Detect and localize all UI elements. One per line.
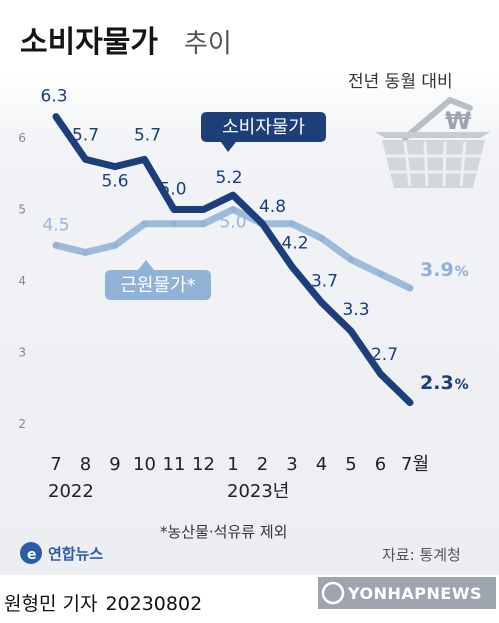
x-tick-label: 6 bbox=[375, 454, 386, 475]
consumer-prices-point bbox=[82, 156, 89, 163]
core-inflation-point bbox=[230, 206, 236, 213]
x-tick-label: 10 bbox=[133, 454, 156, 475]
consumer-prices-point bbox=[407, 399, 413, 406]
consumer-prices-data-label: 2.7 bbox=[371, 345, 398, 365]
end-label-core-inflation-value: 3.9 bbox=[420, 259, 454, 281]
x-tick-label: 4 bbox=[316, 454, 327, 475]
y-tick-label: 6 bbox=[18, 131, 26, 145]
end-label-consumer-prices-value: 2.3 bbox=[420, 372, 454, 394]
core-inflation-point bbox=[82, 249, 89, 256]
end-label-core-inflation-unit: % bbox=[455, 264, 469, 280]
consumer-prices-data-label: 5.2 bbox=[215, 168, 242, 188]
core-inflation-data-label: 5.0 bbox=[219, 213, 246, 233]
svg-text:₩: ₩ bbox=[445, 107, 472, 135]
consumer-prices-point bbox=[230, 192, 236, 199]
consumer-prices-point bbox=[112, 163, 118, 170]
core-inflation-data-label: 4.5 bbox=[42, 215, 69, 235]
core-inflation-point bbox=[171, 220, 177, 227]
x-tick-label: 8 bbox=[80, 454, 91, 475]
consumer-prices-point bbox=[377, 370, 384, 377]
yonhapnews-watermark-text: YONHAPNEWS bbox=[347, 584, 482, 603]
consumer-prices-data-label: 5.7 bbox=[134, 125, 161, 145]
x-tick-label: 11 bbox=[163, 454, 186, 475]
yonhap-logo-text: 연합뉴스 bbox=[48, 545, 103, 563]
core-inflation-point bbox=[289, 220, 295, 227]
footnote: *농산물·석유류 제외 bbox=[160, 523, 287, 541]
year-label: 2022 bbox=[48, 481, 94, 502]
core-inflation-point bbox=[407, 285, 413, 292]
consumer-prices-data-label: 5.6 bbox=[101, 172, 128, 192]
x-tick-label: 7월 bbox=[401, 454, 429, 475]
y-tick-label: 5 bbox=[18, 203, 26, 217]
consumer-prices-data-label: 3.3 bbox=[342, 300, 369, 320]
consumer-prices-data-label: 5.0 bbox=[159, 180, 186, 200]
year-labels: 2022 2023년 bbox=[48, 481, 289, 502]
yonhapnews-watermark: YONHAPNEWS bbox=[318, 577, 496, 609]
yonhap-logo: e 연합뉴스 bbox=[20, 542, 103, 564]
core-inflation-point bbox=[112, 242, 118, 249]
y-tick-label: 3 bbox=[18, 346, 26, 360]
consumer-prices-data-label: 6.3 bbox=[40, 87, 67, 107]
year-label: 2023년 bbox=[227, 481, 289, 502]
consumer-prices-point bbox=[53, 113, 59, 120]
legend-consumer-prices-label: 소비자물가 bbox=[222, 117, 305, 138]
core-inflation-point bbox=[141, 220, 148, 227]
source: 자료: 통계청 bbox=[382, 546, 461, 564]
end-label-core-inflation: 3.9% bbox=[420, 259, 469, 281]
core-inflation-point bbox=[348, 256, 354, 263]
shopping-basket-icon: ₩ bbox=[375, 97, 490, 188]
core-inflation-point bbox=[53, 242, 59, 249]
chart-title: 소비자물가 bbox=[20, 25, 158, 60]
legend-core-inflation-callout: 근원물가* bbox=[105, 260, 211, 300]
x-tick-label: 7 bbox=[50, 454, 61, 475]
legend-consumer-prices-callout: 소비자물가 bbox=[201, 112, 326, 152]
consumer-prices-point bbox=[289, 263, 295, 270]
end-label-consumer-prices: 2.3% bbox=[420, 372, 469, 394]
consumer-prices-point bbox=[200, 206, 207, 213]
x-tick-label: 1 bbox=[227, 454, 238, 475]
chart-subtitle: 전년 동월 대비 bbox=[348, 72, 453, 92]
series-consumer-prices bbox=[52, 113, 414, 407]
end-label-consumer-prices-unit: % bbox=[455, 377, 469, 393]
consumer-prices-data-label: 5.7 bbox=[72, 125, 99, 145]
x-tick-label: 9 bbox=[109, 454, 120, 475]
y-axis: 2 3 4 5 6 bbox=[18, 131, 26, 431]
svg-text:2.3%: 2.3% bbox=[420, 372, 469, 394]
byline: 원형민 기자 20230802 bbox=[4, 593, 202, 615]
consumer-prices-point bbox=[348, 328, 354, 335]
x-tick-label: 3 bbox=[286, 454, 297, 475]
consumer-prices-point bbox=[141, 156, 148, 163]
consumer-prices-data-label: 4.2 bbox=[281, 234, 308, 254]
x-tick-label: 2 bbox=[257, 454, 268, 475]
x-tick-label: 5 bbox=[345, 454, 356, 475]
consumer-prices-point bbox=[318, 299, 325, 306]
data-labels: 6.35.75.65.75.05.24.84.23.73.32.74.5 5.0 bbox=[40, 87, 398, 365]
y-tick-label: 2 bbox=[18, 417, 26, 431]
consumer-prices-point bbox=[259, 220, 266, 227]
y-tick-label: 4 bbox=[18, 274, 26, 288]
byline-date: 20230802 bbox=[105, 593, 202, 615]
chart-title-suffix: 추이 bbox=[184, 29, 232, 59]
legend-core-inflation-label: 근원물가* bbox=[120, 275, 195, 296]
consumer-prices-data-label: 4.8 bbox=[259, 197, 286, 217]
consumer-prices-point bbox=[171, 206, 177, 213]
core-inflation-point bbox=[318, 235, 325, 242]
consumer-prices-data-label: 3.7 bbox=[311, 271, 338, 291]
x-axis: 7 8 9 10 11 12 1 2 3 4 5 6 7월 bbox=[50, 454, 429, 475]
core-inflation-point bbox=[200, 220, 207, 227]
series-core-inflation bbox=[52, 206, 414, 292]
x-tick-label: 12 bbox=[192, 454, 215, 475]
svg-text:e: e bbox=[27, 547, 37, 563]
core-inflation-point bbox=[377, 270, 384, 277]
byline-author: 원형민 기자 bbox=[4, 593, 97, 615]
svg-text:3.9%: 3.9% bbox=[420, 259, 469, 281]
